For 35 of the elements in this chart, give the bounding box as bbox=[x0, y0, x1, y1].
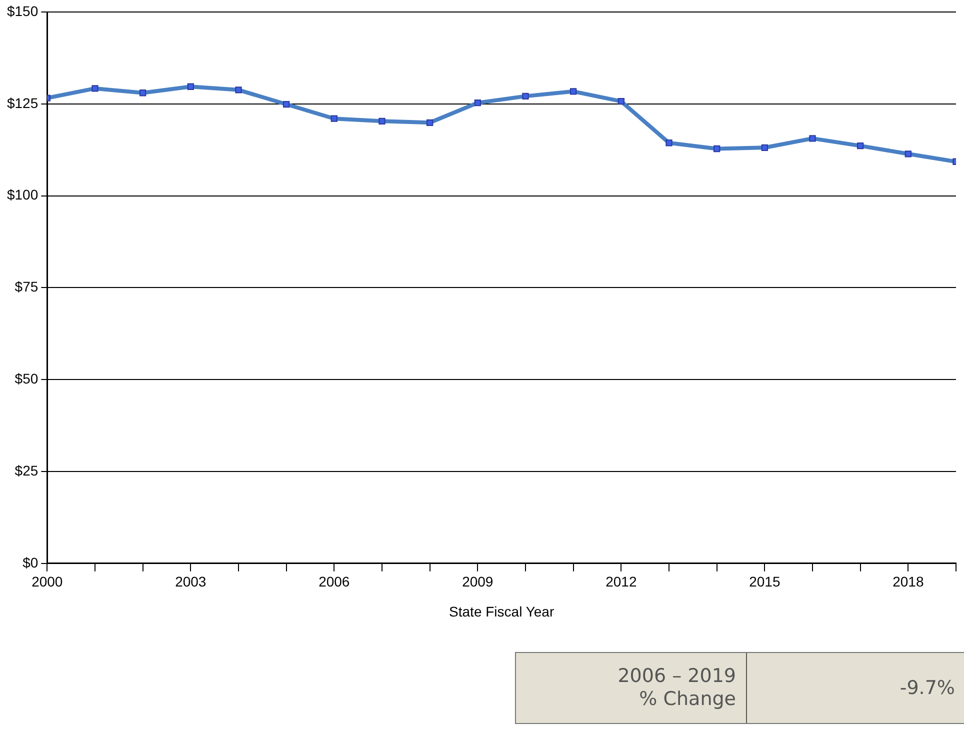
x-tick-label: 2003 bbox=[175, 574, 206, 590]
y-tick-label: $150 bbox=[6, 2, 38, 19]
point bbox=[187, 83, 194, 90]
point bbox=[570, 88, 577, 95]
text: -9.7% bbox=[898, 676, 956, 701]
y-tick-label: $0 bbox=[22, 554, 38, 570]
x-axis-title: State Fiscal Year bbox=[449, 603, 554, 620]
point bbox=[809, 135, 816, 142]
point bbox=[330, 115, 338, 122]
y-tick-label: $75 bbox=[14, 278, 38, 295]
y-tick-label: $25 bbox=[14, 462, 38, 478]
point bbox=[378, 118, 386, 125]
text: 2006 – 2019 % Change bbox=[516, 653, 747, 723]
point bbox=[282, 100, 290, 108]
point bbox=[857, 142, 864, 150]
point bbox=[522, 92, 529, 100]
point bbox=[92, 85, 98, 92]
point bbox=[904, 150, 912, 158]
point bbox=[426, 119, 434, 126]
y-tick-label: $100 bbox=[6, 186, 38, 203]
point bbox=[761, 144, 768, 151]
x-tick-label: 2012 bbox=[606, 574, 637, 590]
y-tick-label: $125 bbox=[6, 94, 38, 111]
point bbox=[235, 86, 242, 94]
point bbox=[139, 90, 146, 96]
point bbox=[618, 98, 624, 105]
y-tick-label: $50 bbox=[14, 370, 38, 386]
point bbox=[714, 145, 720, 152]
x-tick-label: 2006 bbox=[318, 574, 350, 590]
x-tick-label: 2015 bbox=[749, 574, 780, 590]
x-tick-label: 2009 bbox=[462, 574, 494, 590]
x-tick-label: 2000 bbox=[32, 574, 63, 590]
point bbox=[666, 140, 672, 146]
point bbox=[474, 99, 481, 106]
x-tick-label: 2018 bbox=[892, 574, 924, 590]
